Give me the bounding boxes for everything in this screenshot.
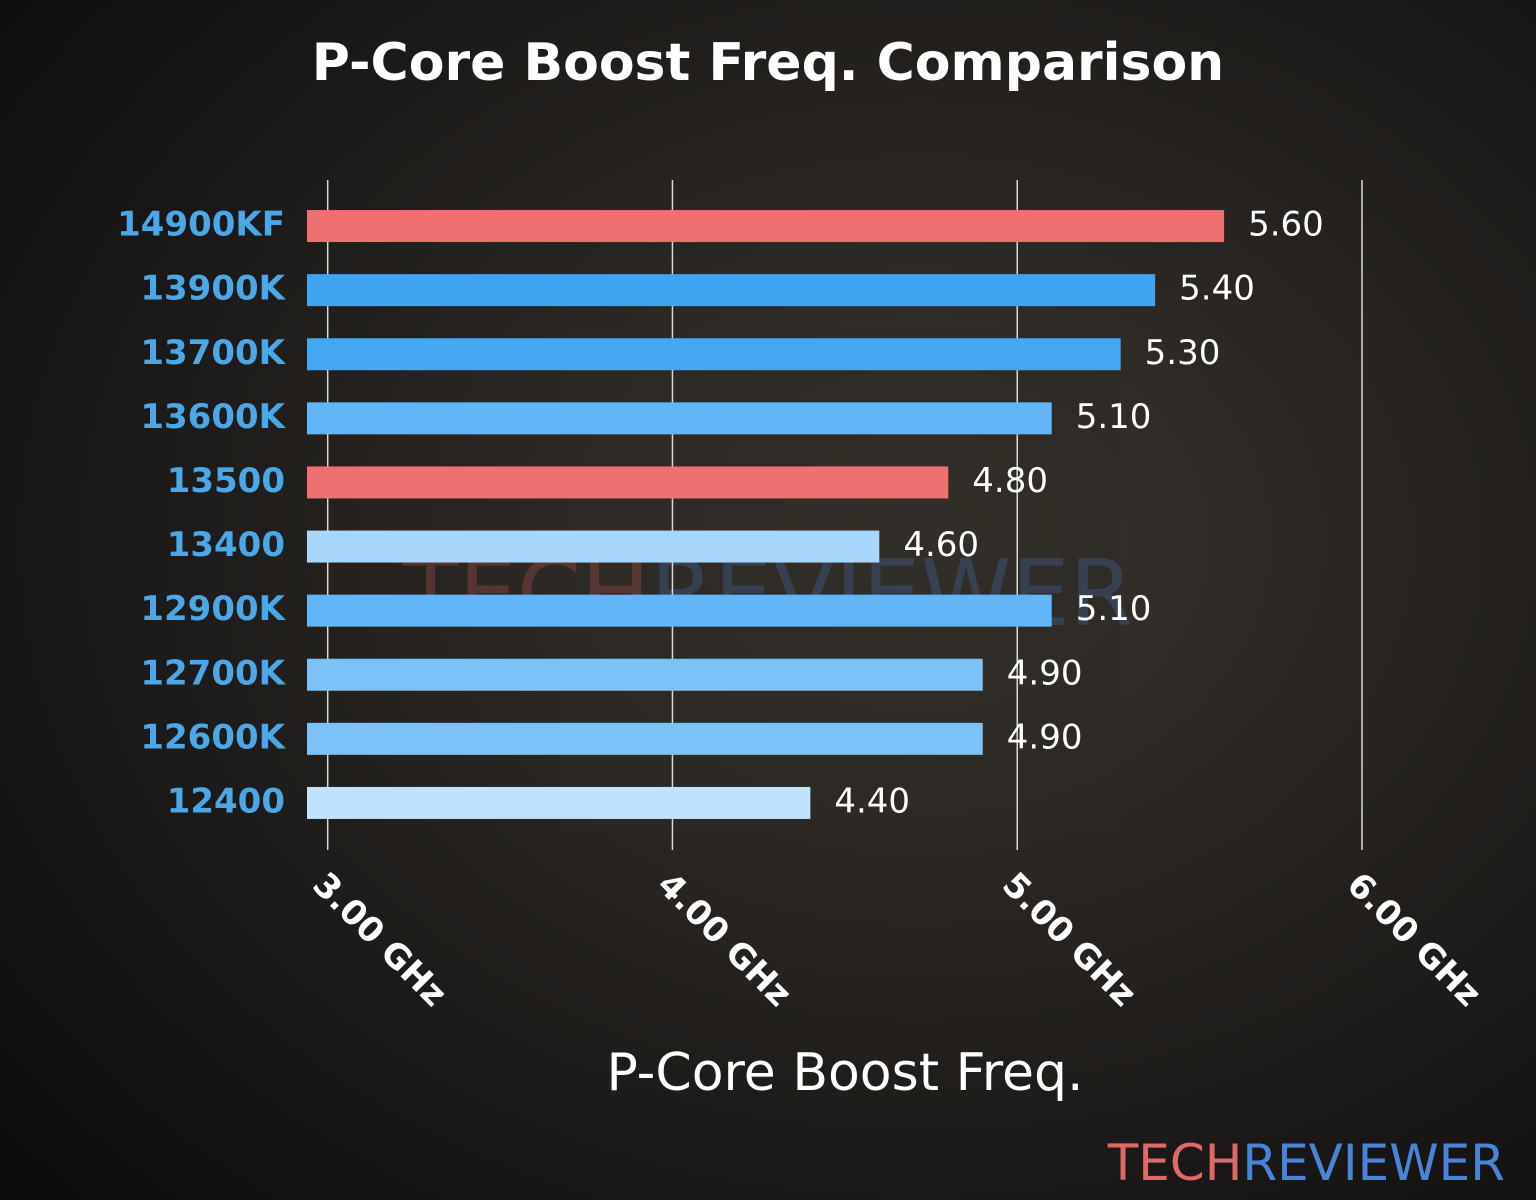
bar: [307, 466, 949, 499]
y-tick-label: 13600K: [140, 397, 286, 437]
bar: [307, 210, 1225, 243]
bar: [307, 594, 1052, 627]
value-label: 5.60: [1248, 205, 1324, 245]
y-tick-label: 13400: [167, 525, 285, 565]
bar: [307, 722, 983, 755]
value-label: 5.40: [1179, 269, 1255, 309]
value-label: 4.90: [1007, 653, 1083, 693]
bar: [307, 530, 880, 563]
bar: [307, 402, 1052, 435]
bar: [307, 274, 1156, 307]
chart-title: P-Core Boost Freq. Comparison: [312, 33, 1224, 93]
logo: TECHREVIEWER: [1107, 1134, 1505, 1192]
value-label: 5.30: [1145, 333, 1221, 373]
value-label: 4.80: [972, 461, 1048, 501]
y-tick-label: 13700K: [140, 333, 286, 373]
y-tick-label: 13900K: [140, 269, 286, 309]
x-axis-label: P-Core Boost Freq.: [606, 1043, 1083, 1103]
value-label: 4.40: [834, 781, 910, 821]
y-tick-label: 13500: [167, 461, 285, 501]
y-tick-label: 12900K: [140, 589, 286, 629]
bar: [307, 338, 1121, 371]
value-label: 5.10: [1076, 589, 1152, 629]
value-label: 4.60: [903, 525, 979, 565]
y-tick-label: 12400: [167, 781, 285, 821]
y-tick-label: 12600K: [140, 717, 286, 757]
value-label: 4.90: [1007, 717, 1083, 757]
bar: [307, 658, 983, 691]
logo-part: TECH: [1107, 1134, 1243, 1192]
bar: [307, 786, 811, 819]
y-tick-label: 14900KF: [117, 205, 285, 245]
y-tick-label: 12700K: [140, 653, 286, 693]
logo-part: REVIEWER: [1242, 1134, 1505, 1192]
value-label: 5.10: [1076, 397, 1152, 437]
